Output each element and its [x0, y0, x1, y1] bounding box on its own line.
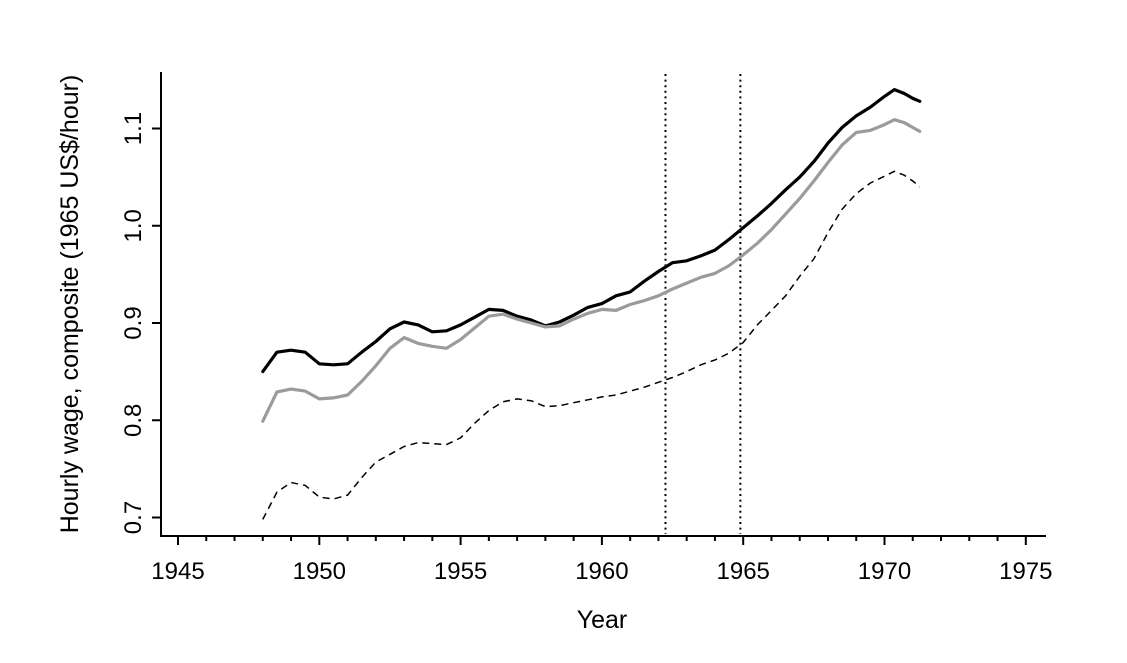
y-tick-label-0.7: 0.7: [120, 501, 147, 534]
x-tick-label-1960: 1960: [575, 558, 628, 585]
x-tick-label-1975: 1975: [999, 558, 1052, 585]
x-tick-label-1950: 1950: [293, 558, 346, 585]
tick-labels: 1945 1950 1955 1960 1965 1970 1975 0.7 0.8 0.9 1.0…: [120, 112, 1052, 585]
axes: [152, 72, 1046, 545]
x-tick-label-1955: 1955: [434, 558, 487, 585]
x-axis-label: Year: [577, 606, 628, 634]
x-tick-label-1965: 1965: [717, 558, 770, 585]
x-tick-label-1945: 1945: [151, 558, 204, 585]
y-tick-label-1.0: 1.0: [120, 209, 147, 242]
data-series: [261, 87, 922, 520]
wage-composite-upper-black-solid-line: [261, 87, 922, 374]
y-tick-label-0.9: 0.9: [120, 306, 147, 339]
wage-composite-lower-black-dashed-line: [262, 170, 921, 520]
x-tick-label-1970: 1970: [858, 558, 911, 585]
wage-composite-middle-gray-solid-line: [261, 118, 922, 423]
vertical-event-lines: [664, 74, 742, 534]
y-tick-label-0.8: 0.8: [120, 404, 147, 437]
y-tick-label-1.1: 1.1: [120, 112, 147, 145]
y-axis-label: Hourly wage, composite (1965 US$/hour): [56, 75, 84, 534]
